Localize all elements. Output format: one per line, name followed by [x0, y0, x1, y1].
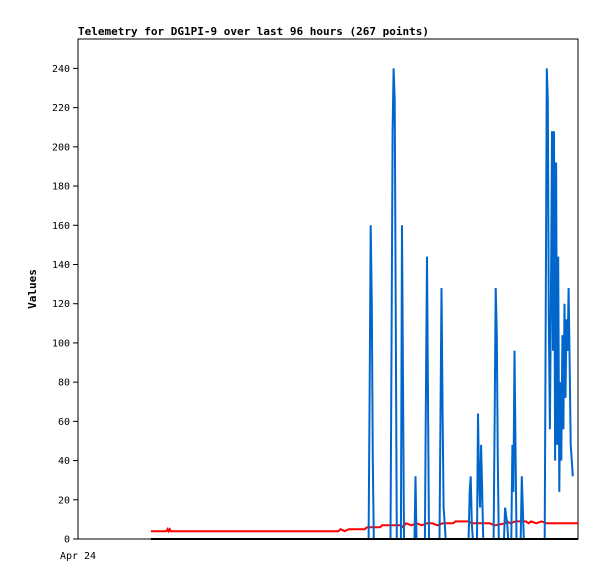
- x-axis-ticks: Apr 24: [60, 551, 96, 562]
- series-line-1: [150, 520, 578, 534]
- y-tick-label: 220: [52, 103, 70, 114]
- y-tick-label: 200: [52, 142, 70, 153]
- y-tick-label: 140: [52, 260, 70, 271]
- y-tick-label: 60: [58, 417, 70, 428]
- y-axis-ticks: 0 20 40 60 80 100 120 140 160 180 200 220 240: [52, 64, 78, 546]
- chart-title: Telemetry for DG1PI-9 over last 96 hours…: [78, 25, 429, 38]
- y-axis-label: Values: [26, 269, 39, 309]
- y-tick-label: 240: [52, 64, 70, 75]
- y-tick-label: 80: [58, 378, 70, 389]
- series-line-0: [367, 68, 574, 540]
- y-tick-label: 160: [52, 221, 70, 232]
- y-tick-label: 20: [58, 495, 70, 506]
- series-layer: [150, 68, 578, 540]
- y-tick-label: 40: [58, 456, 70, 467]
- x-tick-label: Apr 24: [60, 551, 96, 562]
- y-tick-label: 100: [52, 338, 70, 349]
- y-tick-label: 0: [64, 535, 70, 546]
- plot-frame: [77, 38, 579, 540]
- y-tick-label: 120: [52, 299, 70, 310]
- y-tick-label: 180: [52, 182, 70, 193]
